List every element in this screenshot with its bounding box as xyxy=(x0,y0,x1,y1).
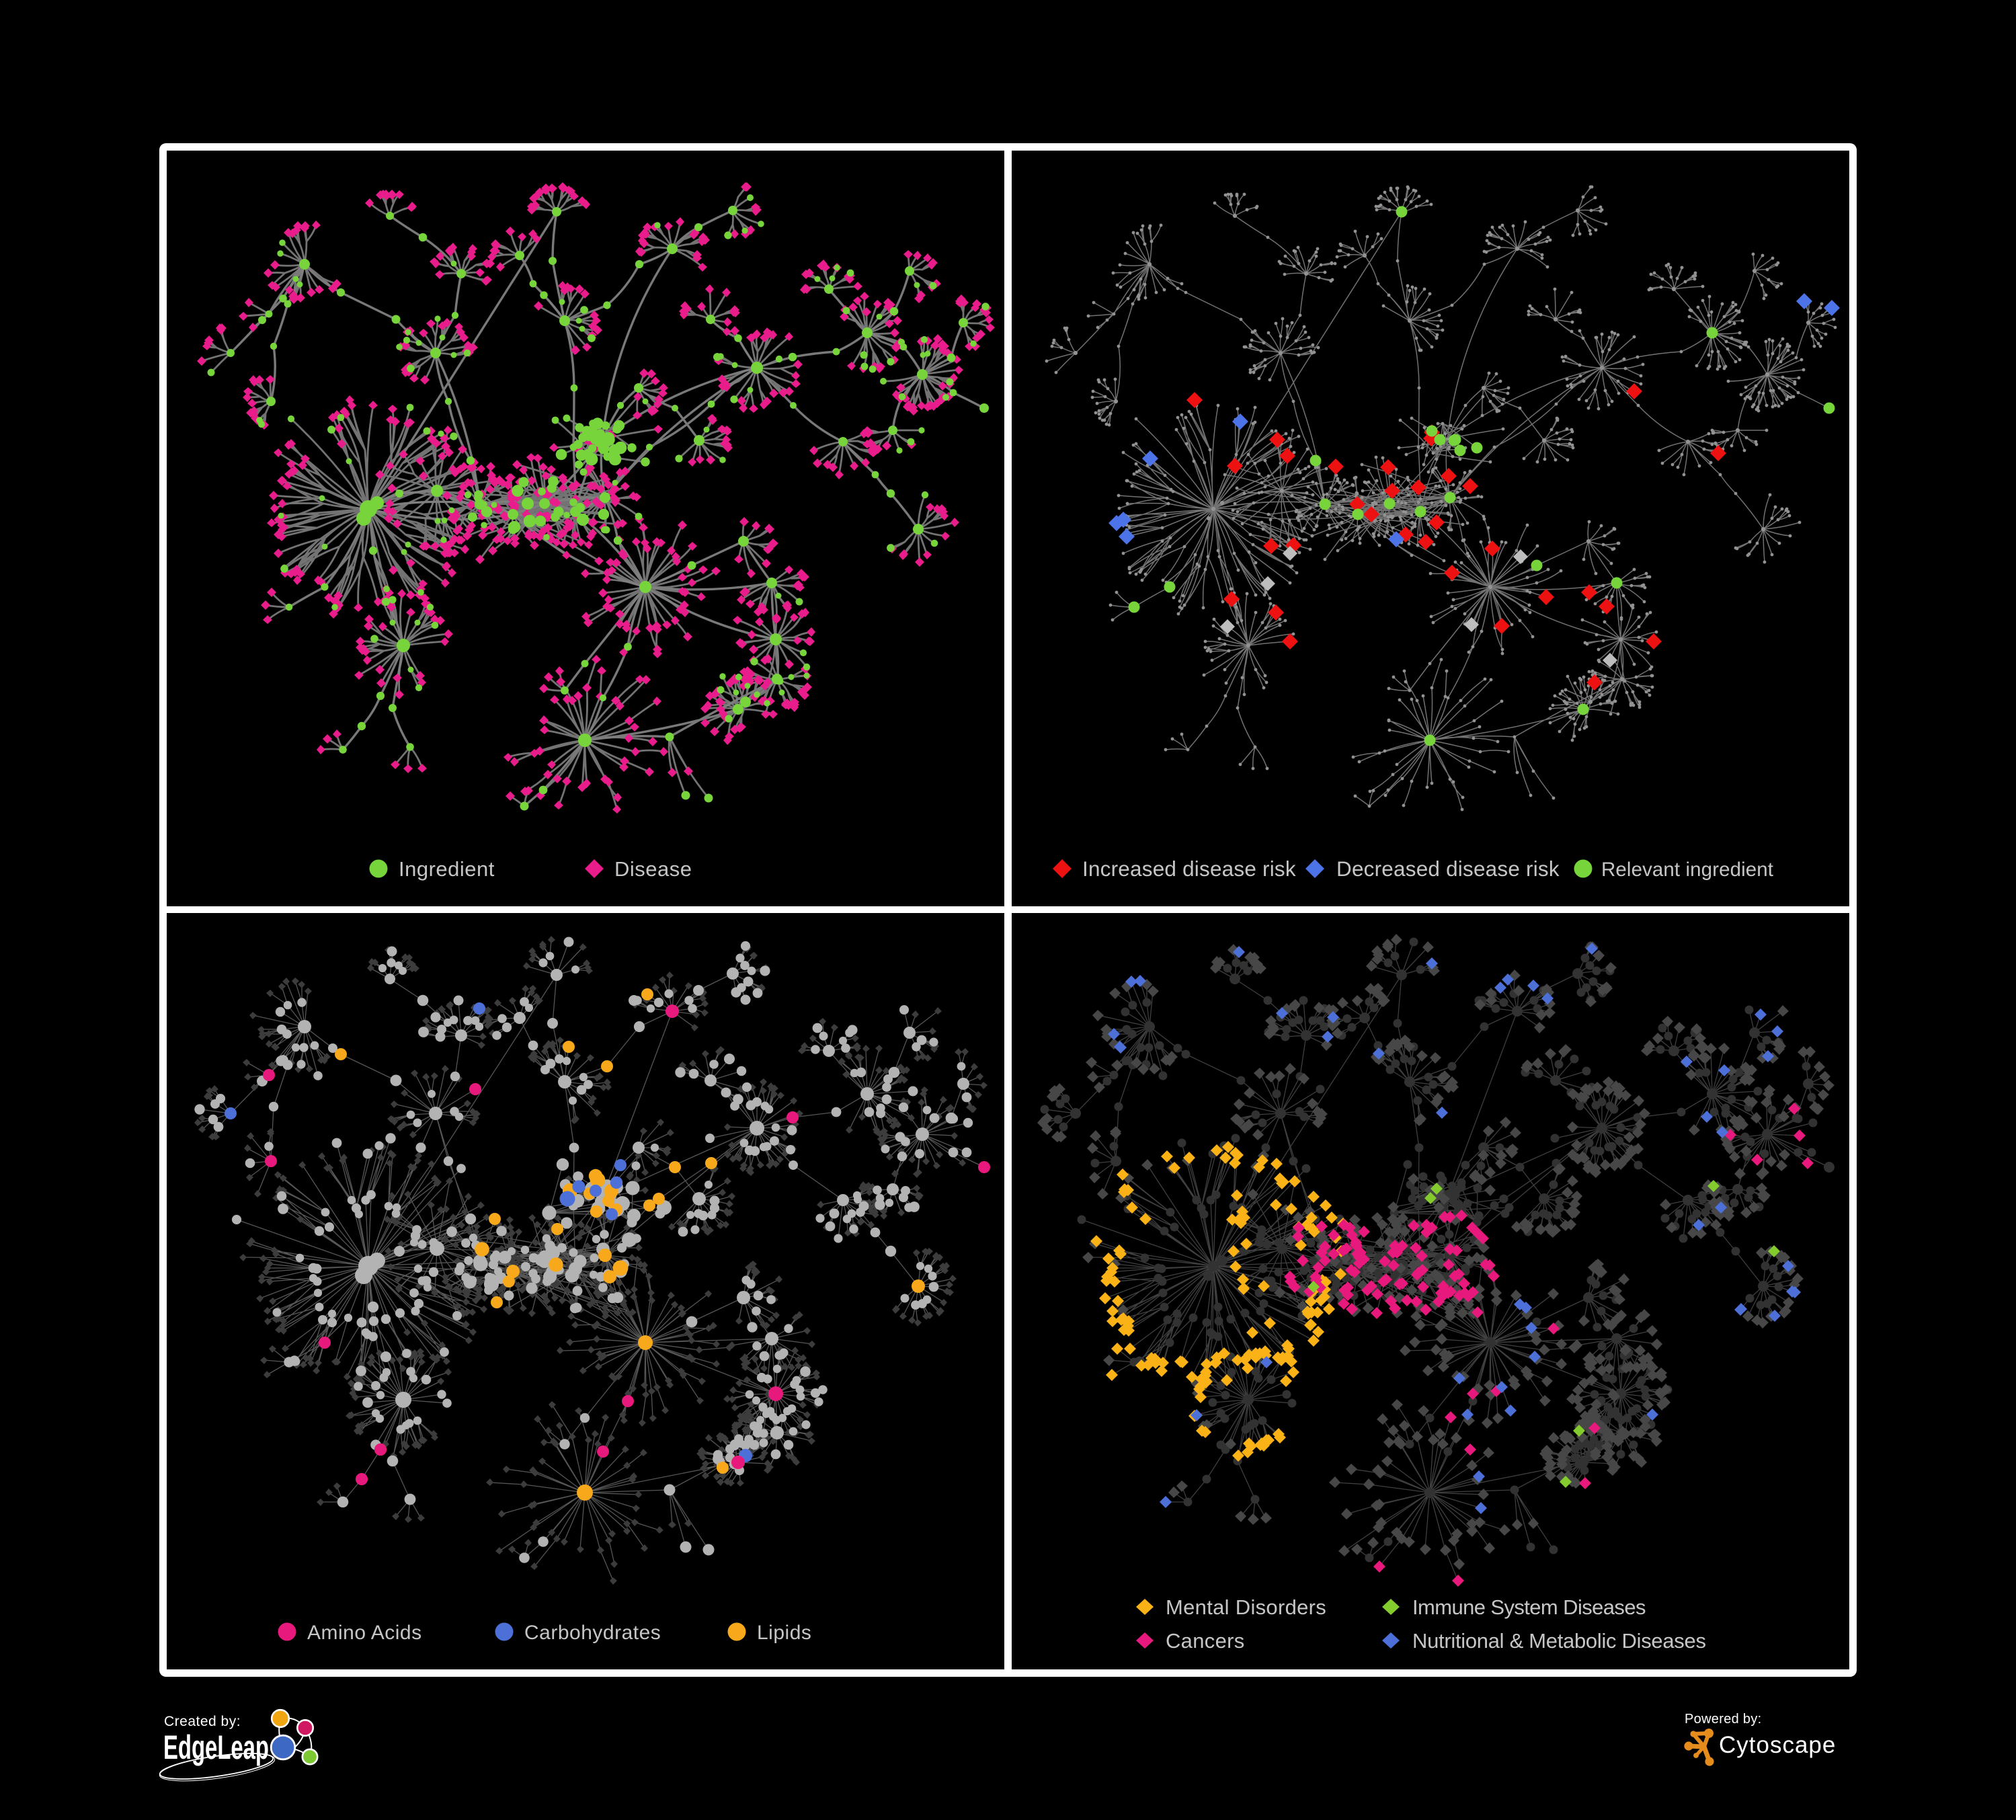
svg-text:Carbohydrates: Carbohydrates xyxy=(524,1622,661,1644)
svg-text:Immune System Diseases: Immune System Diseases xyxy=(1412,1595,1646,1619)
svg-text:Cytoscape: Cytoscape xyxy=(1719,1732,1836,1758)
svg-text:Cancers: Cancers xyxy=(1166,1629,1245,1653)
svg-text:Decreased disease risk: Decreased disease risk xyxy=(1336,857,1560,881)
svg-text:Amino Acids: Amino Acids xyxy=(307,1622,422,1644)
svg-text:Created by:: Created by: xyxy=(164,1714,241,1729)
svg-text:Relevant ingredient: Relevant ingredient xyxy=(1601,859,1773,881)
svg-text:Increased disease risk: Increased disease risk xyxy=(1082,857,1296,881)
svg-text:Powered by:: Powered by: xyxy=(1685,1712,1761,1727)
svg-text:Disease: Disease xyxy=(614,857,692,881)
svg-text:Ingredient: Ingredient xyxy=(399,857,495,881)
svg-text:Mental Disorders: Mental Disorders xyxy=(1166,1595,1326,1619)
svg-text:Lipids: Lipids xyxy=(757,1622,811,1644)
svg-text:EdgeLeap: EdgeLeap xyxy=(163,1729,269,1766)
svg-text:Nutritional & Metabolic Diseas: Nutritional & Metabolic Diseases xyxy=(1412,1629,1706,1653)
